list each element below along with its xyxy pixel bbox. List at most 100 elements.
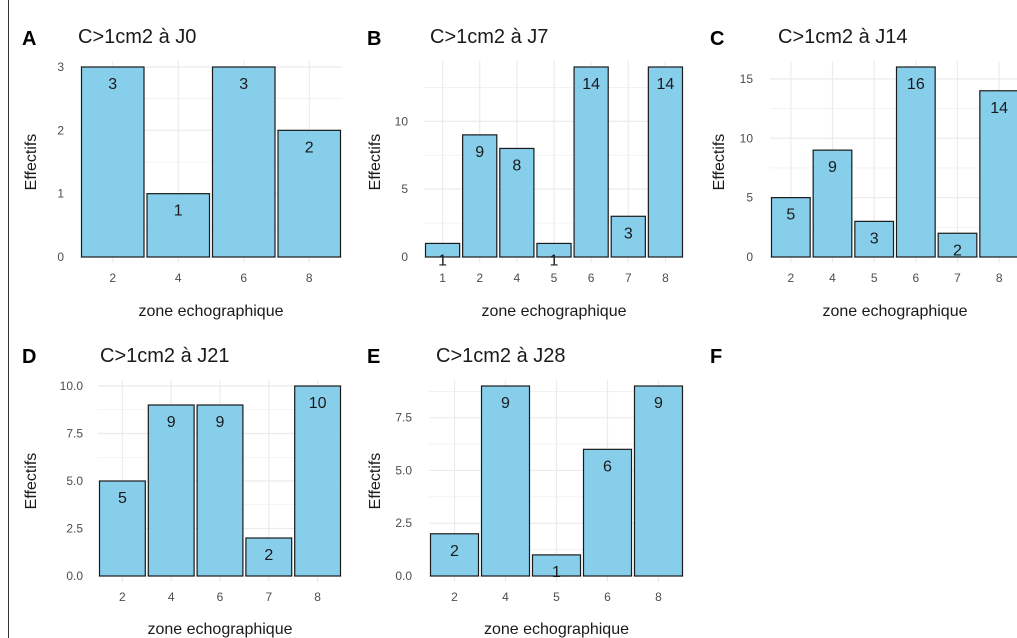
bar — [211, 66, 276, 258]
data-label: 8 — [512, 157, 521, 174]
bar — [480, 385, 531, 577]
x-tick-label: 6 — [604, 590, 611, 604]
data-label: 2 — [305, 139, 314, 156]
bar — [429, 533, 480, 577]
x-tick-label: 6 — [240, 271, 247, 285]
x-tick-label: 7 — [265, 590, 272, 604]
bar — [245, 537, 293, 577]
panel-label-b: B — [367, 28, 381, 50]
bar — [812, 149, 853, 258]
data-label: 14 — [990, 100, 1008, 117]
x-tick-label: 4 — [502, 590, 509, 604]
data-label: 2 — [953, 242, 962, 259]
y-tick-label: 10 — [740, 131, 754, 145]
x-tick-label: 4 — [514, 271, 521, 285]
chart-panel-c: 5 9 3 16 2 14 0 5 10 15 2 4 5 6 7 8 zone echographique Ef… — [711, 26, 1017, 320]
x-tick-label: 6 — [588, 271, 595, 285]
x-tick-label: 5 — [551, 271, 558, 285]
y-tick-label: 0.0 — [395, 569, 412, 583]
x-tick-label: 8 — [996, 271, 1003, 285]
x-tick-label: 5 — [553, 590, 560, 604]
y-tick-label: 0 — [746, 250, 753, 264]
data-label: 9 — [475, 144, 484, 161]
y-axis-title: Effectifs — [367, 134, 384, 191]
data-label: 1 — [552, 564, 561, 581]
bar — [536, 242, 572, 258]
bar — [98, 480, 146, 577]
y-tick-label: 2 — [57, 123, 64, 137]
y-tick-label: 10.0 — [60, 379, 84, 393]
bar — [147, 404, 195, 577]
data-label: 14 — [657, 76, 675, 93]
y-tick-label: 0.0 — [66, 569, 83, 583]
bar — [196, 404, 244, 577]
y-tick-label: 0 — [401, 250, 408, 264]
x-axis-title: zone echographique — [481, 303, 626, 320]
x-tick-label: 2 — [476, 271, 483, 285]
data-label: 5 — [786, 207, 795, 224]
data-label: 1 — [174, 203, 183, 220]
chart-title: C>1cm2 à J21 — [100, 345, 230, 367]
x-tick-label: 8 — [655, 590, 662, 604]
x-tick-label: 4 — [168, 590, 175, 604]
data-label: 16 — [907, 76, 925, 93]
bar — [647, 66, 684, 258]
y-tick-label: 3 — [57, 60, 64, 74]
chart-panel-d: 5 9 9 2 10 0.0 2.5 5.0 7.5 10.0 2 4 6 7 8 zone echograp… — [23, 345, 342, 638]
data-label: 2 — [450, 543, 459, 560]
bar — [937, 232, 978, 258]
x-tick-label: 8 — [306, 271, 313, 285]
bar — [582, 448, 633, 577]
panel-label-c: C — [710, 28, 724, 50]
y-tick-label: 7.5 — [66, 427, 83, 441]
bar — [854, 220, 895, 258]
y-axis-title: Effectifs — [711, 134, 728, 191]
x-axis-title: zone echographique — [822, 303, 967, 320]
y-axis-title: Effectifs — [367, 453, 384, 510]
y-tick-label: 5.0 — [395, 463, 412, 477]
bar — [979, 90, 1017, 258]
y-tick-label: 5.0 — [66, 474, 83, 488]
y-axis-title: Effectifs — [23, 134, 40, 191]
x-tick-label: 6 — [912, 271, 919, 285]
y-tick-label: 0 — [57, 250, 64, 264]
data-label: 9 — [654, 395, 663, 412]
data-label: 6 — [603, 458, 612, 475]
chart-panel-a: 3 1 3 2 0 1 2 3 2 4 6 8 zone echographique Effectifs C… — [23, 26, 342, 320]
y-tick-label: 5 — [401, 182, 408, 196]
bar — [895, 66, 936, 258]
chart-title: C>1cm2 à J7 — [430, 26, 548, 48]
x-tick-label: 8 — [314, 590, 321, 604]
x-tick-label: 2 — [451, 590, 458, 604]
x-tick-label: 2 — [119, 590, 126, 604]
bar — [770, 197, 811, 258]
bar — [531, 554, 582, 577]
data-label: 3 — [239, 76, 248, 93]
x-tick-label: 2 — [109, 271, 116, 285]
data-label: 5 — [118, 490, 127, 507]
panel-label-a: A — [22, 28, 36, 50]
y-tick-label: 5 — [746, 191, 753, 205]
bar — [277, 129, 342, 258]
x-axis-title: zone echographique — [147, 621, 292, 638]
x-tick-label: 4 — [829, 271, 836, 285]
chart-title: C>1cm2 à J28 — [436, 345, 566, 367]
x-tick-label: 4 — [175, 271, 182, 285]
x-tick-label: 7 — [625, 271, 632, 285]
data-label: 2 — [264, 547, 273, 564]
bar — [499, 147, 535, 258]
x-tick-label: 6 — [217, 590, 224, 604]
bar — [294, 385, 342, 577]
data-label: 1 — [550, 252, 559, 269]
bar — [573, 66, 609, 258]
data-label: 3 — [108, 76, 117, 93]
y-tick-label: 15 — [740, 72, 754, 86]
panel-label-f: F — [710, 346, 722, 368]
bar — [146, 193, 211, 258]
data-label: 3 — [870, 230, 879, 247]
data-label: 9 — [828, 159, 837, 176]
bar — [80, 66, 145, 258]
y-tick-label: 1 — [57, 187, 64, 201]
data-label: 10 — [309, 395, 327, 412]
